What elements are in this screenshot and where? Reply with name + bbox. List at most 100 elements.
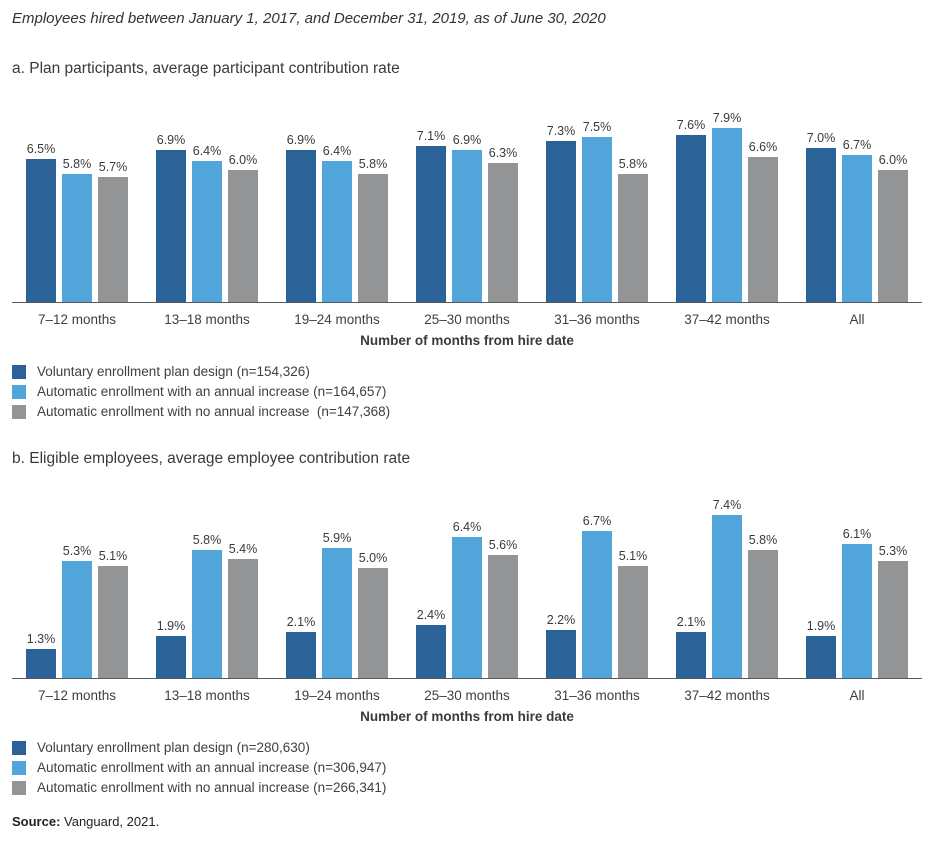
bar [62,174,92,302]
bar [98,565,128,678]
value-label: 6.1% [842,526,872,541]
bar-cell: 2.4% [416,608,446,678]
bar [192,550,222,678]
bar-cell: 5.8% [62,157,92,302]
legend-item: Automatic enrollment with no annual incr… [12,780,922,795]
bar-group: 6.9% 6.4% 6.0% [142,106,272,302]
legend-swatch [12,780,26,795]
category-label: All [849,688,865,703]
bar-cell: 5.3% [62,544,92,678]
bar-cell: 6.5% [26,142,56,302]
value-label: 5.6% [488,537,518,552]
bar [26,159,56,302]
chart-a-category-axis: 7–12 months 13–18 months 19–24 months 25–30… [12,302,922,327]
bar-cell: 7.6% [676,118,706,302]
legend-swatch [12,740,26,755]
legend-label: Voluntary enrollment plan design (n=154,… [37,364,310,379]
legend-label: Automatic enrollment with no annual incr… [37,404,391,419]
category-label: 13–18 months [164,688,250,703]
value-label: 5.8% [62,157,92,172]
bar-cell: 7.1% [416,129,446,302]
bar [582,137,612,302]
bar-cell: 2.2% [546,613,576,678]
category-label: All [849,312,865,327]
bar-cell: 6.0% [878,153,908,302]
chart-b-heading: b. Eligible employees, average employee … [12,450,411,467]
bar [676,134,706,302]
category-label: 7–12 months [37,688,117,703]
category-label: 37–42 months [684,312,770,327]
bar-group: 7.6% 7.9% 6.6% [662,106,792,302]
bar-group: 2.4% 6.4% 5.6% [402,482,532,678]
chart-b-x-axis-label: Number of months from hire date [360,709,574,724]
value-label: 1.3% [26,632,56,647]
bar-cell: 2.1% [286,615,316,678]
value-label: 6.4% [452,520,482,535]
legend-item: Automatic enrollment with no annual incr… [12,404,922,419]
value-label: 5.8% [748,533,778,548]
value-label: 5.9% [322,531,352,546]
bar-group: 7.1% 6.9% 6.3% [402,106,532,302]
value-label: 6.0% [878,153,908,167]
bar [878,170,908,302]
value-label: 5.8% [192,533,222,548]
bar-group: 6.9% 6.4% 5.8% [272,106,402,302]
value-label: 7.0% [806,131,836,145]
bar [62,561,92,678]
bar-cell: 6.1% [842,527,872,678]
bar-cell: 5.9% [322,531,352,678]
chart-a-x-axis-label: Number of months from hire date [360,333,574,348]
bar [416,625,446,678]
value-label: 6.4% [322,144,352,159]
bar [712,515,742,678]
bar-cell: 1.9% [156,619,186,678]
value-label: 7.5% [582,120,612,134]
bar [546,629,576,678]
bar-group: 1.9% 5.8% 5.4% [142,482,272,678]
bar [26,649,56,678]
chart-b-section: b. Eligible employees, average employee … [12,450,922,795]
bar-cell: 1.9% [806,619,836,678]
bar [618,565,648,678]
value-label: 6.0% [228,153,258,167]
legend-swatch [12,404,26,419]
category-label: 37–42 months [684,688,770,703]
bar [806,636,836,678]
value-label: 7.6% [676,117,706,132]
value-label: 6.3% [488,146,518,161]
bar-group: 6.5% 5.8% 5.7% [12,106,142,302]
category-label: 19–24 months [294,312,380,327]
bar [156,150,186,302]
bar [358,174,388,302]
bar [286,150,316,302]
chart-b-legend: Voluntary enrollment plan design (n=280,… [12,740,922,795]
bar-cell: 6.7% [582,514,612,678]
legend-label: Automatic enrollment with an annual incr… [37,760,387,775]
chart-a-heading: a. Plan participants, average participan… [12,60,400,77]
category-label: 31–36 months [554,688,640,703]
bar [582,530,612,678]
bar-cell: 5.1% [618,549,648,678]
legend-swatch [12,384,26,399]
chart-b-plot: 1.3% 5.3% 5.1% 1.9% 5.8% 5.4% 2.1% 5.9% 5.0% 2.4%… [12,482,922,678]
legend-label: Automatic enrollment with no annual incr… [37,780,387,795]
bar [618,174,648,302]
bar [228,170,258,302]
value-label: 5.8% [618,157,648,172]
legend-label: Voluntary enrollment plan design (n=280,… [37,740,310,755]
bar-cell: 5.8% [748,533,778,678]
bar-cell: 6.9% [452,133,482,302]
bar [322,161,352,302]
bar-cell: 7.3% [546,124,576,302]
legend-item: Voluntary enrollment plan design (n=280,… [12,740,922,755]
chart-a-legend: Voluntary enrollment plan design (n=154,… [12,364,922,419]
bar-cell: 7.4% [712,498,742,678]
bar-group: 2.1% 5.9% 5.0% [272,482,402,678]
bar-cell: 5.1% [98,549,128,678]
bar-cell: 6.7% [842,138,872,302]
chart-a-section: a. Plan participants, average participan… [12,60,922,419]
value-label: 2.1% [676,614,706,629]
legend-item: Voluntary enrollment plan design (n=154,… [12,364,922,379]
bar [156,636,186,678]
bar [416,145,446,302]
